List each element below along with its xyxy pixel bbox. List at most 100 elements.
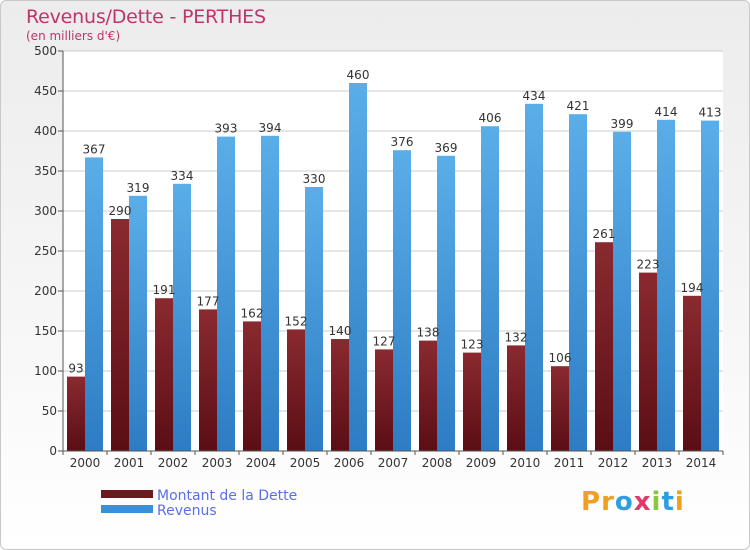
- proxiti-logo: Proxiti: [581, 487, 685, 517]
- data-label: 369: [435, 141, 458, 155]
- data-label: 413: [699, 106, 722, 120]
- data-label: 434: [523, 89, 546, 103]
- data-label: 399: [611, 117, 634, 131]
- bar-revenus: [217, 136, 235, 451]
- data-label: 330: [303, 172, 326, 186]
- logo-letter: i: [674, 487, 685, 517]
- bar-dette: [683, 295, 701, 451]
- chart-title: Revenus/Dette - PERTHES: [26, 6, 266, 28]
- bar-revenus: [305, 187, 323, 451]
- data-label: 106: [549, 351, 572, 365]
- data-label: 290: [109, 204, 132, 218]
- data-label: 414: [655, 105, 678, 119]
- chart-subtitle: (en milliers d'€): [26, 29, 121, 43]
- data-label: 93: [68, 362, 83, 376]
- data-label: 123: [461, 338, 484, 352]
- bar-revenus: [481, 126, 499, 451]
- y-tick-label: 50: [42, 404, 57, 418]
- y-tick-label: 400: [34, 124, 57, 138]
- logo-letter: t: [661, 487, 675, 517]
- y-tick-label: 150: [34, 324, 57, 338]
- x-tick-label: 2010: [510, 456, 541, 470]
- bar-revenus: [129, 195, 147, 451]
- data-label: 177: [197, 294, 220, 308]
- bar-revenus: [569, 114, 587, 451]
- bar-dette: [419, 340, 437, 451]
- data-label: 376: [391, 135, 414, 149]
- logo-letter: P: [581, 487, 602, 517]
- legend: Montant de la Dette Revenus: [101, 488, 297, 519]
- y-tick-label: 450: [34, 84, 57, 98]
- legend-label-revenus: Revenus: [157, 503, 217, 519]
- x-tick-label: 2012: [598, 456, 629, 470]
- bar-revenus: [85, 157, 103, 451]
- data-label: 191: [153, 283, 176, 297]
- bar-revenus: [657, 119, 675, 452]
- bar-dette: [243, 321, 261, 451]
- data-label: 132: [505, 330, 528, 344]
- bar-revenus: [525, 103, 543, 452]
- x-tick-label: 2009: [466, 456, 497, 470]
- x-tick-label: 2008: [422, 456, 453, 470]
- x-tick-label: 2003: [202, 456, 233, 470]
- x-tick-label: 2011: [554, 456, 585, 470]
- bar-dette: [507, 345, 525, 451]
- data-label: 152: [285, 314, 308, 328]
- data-label: 127: [373, 334, 396, 348]
- y-tick-label: 0: [49, 444, 57, 458]
- bar-revenus: [173, 183, 191, 452]
- data-label: 393: [215, 122, 238, 136]
- data-label: 194: [681, 281, 704, 295]
- x-tick-label: 2004: [246, 456, 277, 470]
- y-tick-label: 500: [34, 44, 57, 58]
- bar-dette: [199, 309, 217, 451]
- data-label: 319: [127, 181, 150, 195]
- bar-dette: [639, 272, 657, 451]
- bar-revenus: [437, 155, 455, 452]
- legend-swatch-dette: [101, 490, 153, 498]
- bar-revenus: [393, 150, 411, 451]
- bar-dette: [287, 329, 305, 451]
- y-tick-label: 100: [34, 364, 57, 378]
- bar-revenus: [349, 83, 367, 451]
- bar-dette: [331, 339, 349, 451]
- data-label: 367: [83, 142, 106, 156]
- data-label: 162: [241, 306, 264, 320]
- x-tick-label: 2014: [686, 456, 717, 470]
- data-label: 140: [329, 324, 352, 338]
- data-label: 421: [567, 99, 590, 113]
- logo-letter: o: [614, 487, 634, 517]
- logo-letter: x: [633, 487, 652, 517]
- bar-revenus: [261, 135, 279, 452]
- data-label: 138: [417, 326, 440, 340]
- x-tick-label: 2002: [158, 456, 189, 470]
- y-tick-label: 300: [34, 204, 57, 218]
- data-label: 223: [637, 258, 660, 272]
- x-tick-label: 2007: [378, 456, 409, 470]
- logo-letter: r: [601, 487, 615, 517]
- y-tick-label: 350: [34, 164, 57, 178]
- bar-dette: [463, 352, 481, 451]
- bar-dette: [67, 376, 85, 451]
- bar-dette: [595, 242, 613, 451]
- legend-label-dette: Montant de la Dette: [157, 488, 297, 504]
- y-tick-label: 250: [34, 244, 57, 258]
- y-tick-label: 200: [34, 284, 57, 298]
- data-label: 261: [593, 227, 616, 241]
- x-tick-label: 2006: [334, 456, 365, 470]
- bar-revenus: [701, 120, 719, 451]
- data-label: 334: [171, 169, 194, 183]
- x-tick-label: 2013: [642, 456, 673, 470]
- bar-revenus: [613, 131, 631, 452]
- bar-dette: [375, 349, 393, 451]
- bar-dette: [551, 366, 569, 451]
- data-label: 394: [259, 121, 282, 135]
- x-tick-label: 2000: [70, 456, 101, 470]
- data-label: 406: [479, 111, 502, 125]
- data-label: 460: [347, 68, 370, 82]
- bar-dette: [155, 298, 173, 451]
- legend-swatch-revenus: [101, 505, 153, 513]
- x-tick-label: 2001: [114, 456, 145, 470]
- bar-dette: [111, 219, 129, 451]
